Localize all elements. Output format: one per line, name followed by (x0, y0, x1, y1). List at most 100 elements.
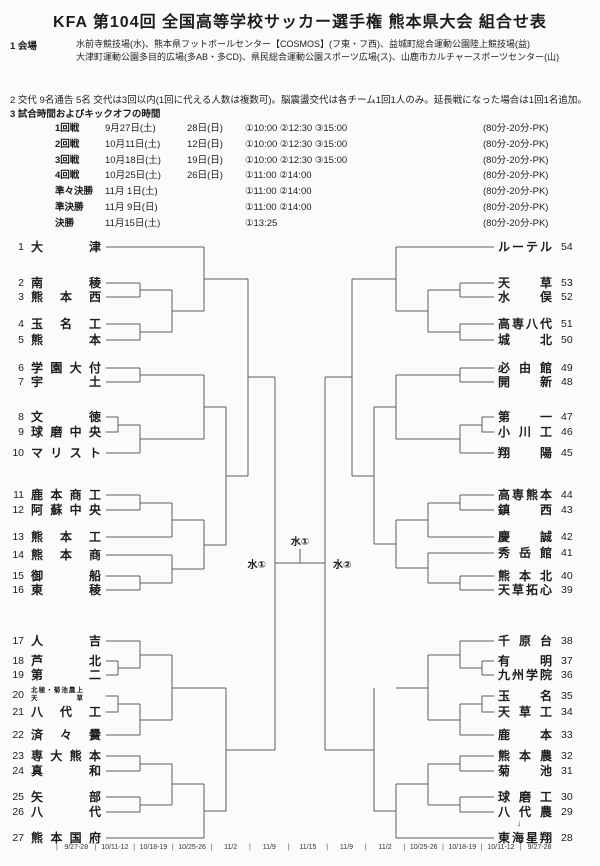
team-label-54: ルーテル 54 (498, 239, 583, 255)
team-number: 49 (561, 362, 573, 374)
team-name-line: 北稜・菊池農上 (31, 687, 83, 694)
team-name: 熊本国府 (31, 831, 101, 845)
team-name: 専大熊本 (31, 749, 101, 763)
team-name: 宇土 (31, 375, 101, 389)
team-label-29: 八代農 29 (498, 804, 583, 820)
team-label-32: 熊本農 32 (498, 748, 583, 764)
team-label-38: 千原台 38 (498, 633, 583, 649)
team-label-1: 1 大津 (4, 239, 101, 255)
team-name: 玉名 (498, 689, 552, 703)
schedule-format: (80分-20分-PK) (483, 123, 549, 134)
team-name: 高専熊本 (498, 488, 552, 502)
date-axis-separator: | (480, 844, 483, 851)
team-label-26: 26 八代 (4, 804, 101, 820)
schedule-format: (80分-20分-PK) (483, 138, 549, 150)
venue-label-final: 水① (290, 537, 310, 548)
date-axis-item: 11/15 (299, 844, 317, 851)
team-name: 小川工 (498, 425, 552, 439)
schedule-times: ①10:00 ②12:30 ③15:00 (245, 154, 348, 166)
team-number: 2 (18, 277, 24, 289)
date-axis-item: 10/25-26 (178, 844, 206, 851)
team-number: 28 (561, 832, 573, 844)
team-name: ルーテル (498, 240, 552, 254)
team-name: 八代農 (498, 805, 552, 819)
team-number: 23 (12, 750, 24, 762)
team-name: 南稜 (31, 276, 101, 290)
team-number: 13 (12, 531, 24, 543)
team-name: 天草拓心 (498, 583, 552, 597)
date-axis-separator: | (403, 844, 406, 851)
schedule-format: (80分-20分-PK) (483, 217, 549, 229)
team-name: 九州学院 (498, 668, 552, 682)
team-label-41: 秀岳館 41 (498, 545, 583, 561)
team-label-46: 小川工 46 (498, 424, 583, 440)
team-number: 22 (12, 729, 24, 741)
team-name: 真和 (31, 764, 101, 778)
schedule-format: (80分-20分-PK) (483, 170, 549, 182)
team-number: 39 (561, 584, 573, 596)
venue-label-semifinal-right: 水② (333, 560, 352, 571)
team-number: 16 (12, 584, 24, 596)
team-label-44: 高専熊本 44 (498, 487, 583, 503)
team-label-33: 鹿本 33 (498, 727, 583, 743)
venues-line-1: 水前寺競技場(水)、熊本県フットボールセンター【COSMOS】(フ東・フ西)、益… (76, 39, 530, 49)
team-name: 第二 (31, 668, 101, 682)
team-label-4: 4 玉名工 (4, 316, 101, 332)
schedule-date1: 11月15日(土) (105, 217, 161, 229)
team-number: 3 (18, 291, 24, 303)
schedule-row: 3回戦 10月18日(土) 19日(日) ①10:00 ②12:30 ③15:00 (8… (55, 153, 565, 169)
team-number: 18 (12, 655, 24, 667)
team-name: 大津 (31, 240, 101, 254)
team-number: 20 (12, 689, 24, 701)
team-label-37: 有明 37 (498, 653, 583, 669)
team-label-19: 19 第二 (4, 667, 101, 683)
team-number: 38 (561, 635, 573, 647)
team-number: 26 (12, 806, 24, 818)
team-number: 19 (12, 669, 24, 681)
team-number: 50 (561, 334, 573, 346)
team-label-45: 翔陽 45 (498, 445, 583, 461)
team-number: 41 (561, 547, 573, 559)
team-name: 北稜・菊池農上 天草 (31, 687, 83, 703)
schedule-times: ①10:00 ②12:30 ③15:00 (245, 123, 348, 134)
date-axis-item: 10/18-19 (448, 844, 477, 851)
date-axis-item: 9/27-28 (527, 844, 552, 851)
team-number: 36 (561, 669, 573, 681)
team-label-49: 必由館 49 (498, 360, 583, 376)
team-name: 鹿本商工 (31, 488, 101, 502)
date-axis-item: 10/11-12 (487, 844, 515, 851)
date-axis-separator: | (519, 844, 522, 851)
team-label-3: 3 熊本西 (4, 289, 101, 305)
team-number: 42 (561, 531, 573, 543)
page-title: KFA 第104回 全国高等学校サッカー選手権 熊本県大会 組合せ表 (53, 14, 547, 31)
team-number: 45 (561, 447, 573, 459)
team-label-53: 天草 53 (498, 275, 583, 291)
team-number: 14 (12, 549, 24, 561)
schedule-times: ①13:25 (245, 217, 278, 229)
team-name: 慶誠 (498, 530, 552, 544)
team-label-51: 高専八代 51 (498, 316, 583, 332)
team-label-50: 城北 50 (498, 332, 583, 348)
team-label-27: 27 熊本国府 (4, 830, 101, 846)
team-name: 人吉 (31, 634, 101, 648)
team-label-39: 天草拓心 39 (498, 582, 583, 598)
team-name: 開新 (498, 375, 552, 389)
team-name: 天草工 (498, 705, 552, 719)
team-number: 52 (561, 291, 573, 303)
team-number: 43 (561, 504, 573, 516)
team-number: 31 (561, 765, 573, 777)
date-axis-item: 10/18-19 (139, 844, 168, 851)
team-label-11: 11 鹿本商工 (4, 487, 101, 503)
team-name: 翔陽 (498, 446, 552, 460)
team-name: 球磨中央 (31, 425, 101, 439)
schedule-date1: 10月25日(土) (105, 170, 161, 182)
team-label-18: 18 芦北 (4, 653, 101, 669)
team-name: 矢部 (31, 790, 101, 804)
team-name: 熊本農 (498, 749, 552, 763)
team-name: 高専八代 (498, 317, 552, 331)
team-name: 熊本西 (31, 290, 101, 304)
team-name: 千原台 (498, 634, 552, 648)
team-number: 17 (12, 635, 24, 647)
team-label-21: 21 八代工 (4, 704, 101, 720)
schedule-round: 1回戦 (55, 123, 80, 134)
